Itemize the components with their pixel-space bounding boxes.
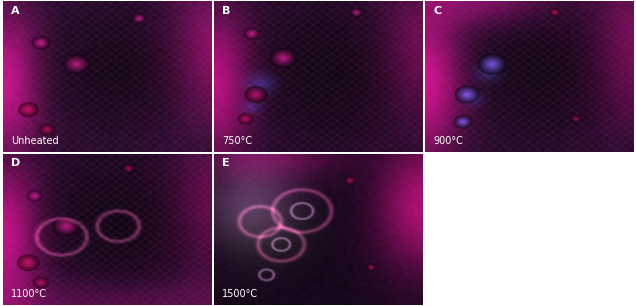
Text: 1500°C: 1500°C — [222, 289, 258, 299]
Text: Unheated: Unheated — [11, 136, 59, 146]
Text: E: E — [222, 158, 230, 168]
Text: C: C — [433, 6, 441, 16]
Text: 750°C: 750°C — [222, 136, 252, 146]
Text: D: D — [11, 158, 20, 168]
Text: 1100°C: 1100°C — [11, 289, 47, 299]
Text: A: A — [11, 6, 20, 16]
Text: B: B — [222, 6, 230, 16]
Text: 900°C: 900°C — [433, 136, 463, 146]
